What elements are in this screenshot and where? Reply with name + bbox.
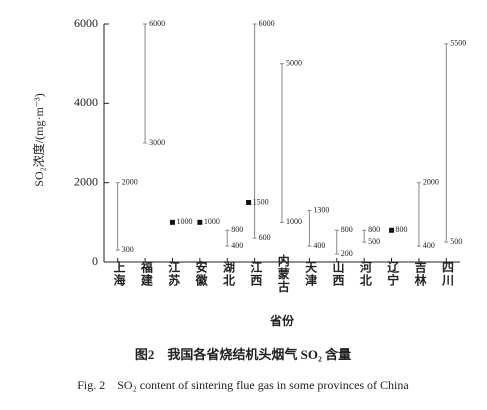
x-tick-label: 湖北 [221, 260, 235, 287]
y-tick-label: 2000 [74, 174, 98, 188]
data-label: 500 [368, 237, 380, 246]
y-tick-label: 0 [92, 254, 98, 268]
data-label: 800 [396, 225, 408, 234]
x-tick-label: 河北 [358, 260, 372, 287]
data-label: 1300 [313, 205, 329, 214]
data-label: 800 [368, 225, 380, 234]
x-tick-label: 吉林 [413, 260, 427, 287]
x-tick-label: 江西 [249, 260, 263, 287]
x-tick-label: 安徽 [194, 260, 208, 287]
data-label: 5500 [450, 39, 466, 48]
data-label: 2000 [423, 177, 439, 186]
data-label: 400 [423, 241, 435, 250]
data-label: 800 [231, 225, 243, 234]
y-tick-label: 6000 [74, 16, 98, 30]
x-tick-label: 福建 [139, 260, 153, 287]
data-label: 1000 [286, 217, 302, 226]
data-label: 200 [341, 249, 353, 258]
data-label: 6000 [259, 19, 275, 28]
point-marker [169, 219, 175, 225]
x-tick-label: 山西 [331, 260, 345, 287]
data-label: 2000 [122, 177, 138, 186]
point-marker [197, 219, 203, 225]
point-marker [389, 227, 395, 233]
data-label: 500 [450, 237, 462, 246]
data-label: 300 [122, 245, 134, 254]
data-label: 5000 [286, 58, 302, 67]
data-label: 1000 [176, 217, 192, 226]
data-label: 6000 [149, 19, 165, 28]
y-tick-label: 4000 [74, 95, 98, 109]
y-axis-label: SO₂浓度/(mg·m⁻³) [31, 93, 46, 186]
x-tick-label: 内蒙古 [276, 253, 290, 293]
x-tick-label: 江苏 [167, 260, 181, 287]
x-axis-label: 省份 [269, 313, 295, 328]
caption-en: Fig. 2 SO₂ content of sintering flue gas… [77, 378, 409, 392]
data-label: 400 [231, 241, 243, 250]
x-tick-label: 四川 [441, 261, 455, 287]
data-label: 800 [341, 225, 353, 234]
point-marker [246, 200, 252, 205]
data-label: 1500 [253, 197, 269, 206]
data-label: 600 [259, 233, 271, 242]
x-tick-label: 辽宁 [386, 261, 400, 287]
caption-cn: 图2 我国各省烧结机头烟气 SO₂ 含量 [135, 347, 351, 362]
data-label: 3000 [149, 138, 165, 147]
data-label: 1000 [204, 217, 220, 226]
x-tick-label: 天津 [304, 261, 318, 287]
x-tick-label: 上海 [112, 260, 126, 287]
data-label: 400 [313, 241, 325, 250]
